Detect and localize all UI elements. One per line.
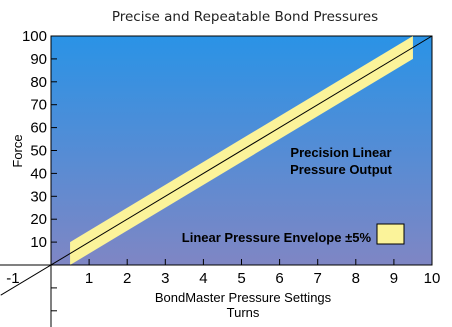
- x-tick-label: 4: [199, 270, 207, 287]
- y-tick-label: 40: [30, 165, 47, 182]
- x-tick-label: -1: [6, 270, 19, 287]
- annotation-line-1: Precision Linear: [290, 145, 391, 160]
- x-tick-label: 5: [237, 270, 245, 287]
- y-tick-label: 10: [30, 234, 47, 251]
- legend-swatch: [376, 223, 405, 245]
- y-tick-label: 20: [30, 211, 47, 228]
- y-tick-label: 70: [30, 97, 47, 114]
- reference-diagonal: [0, 35, 433, 296]
- chart-title: Precise and Repeatable Bond Pressures: [112, 9, 378, 25]
- y-axis-label: Force: [10, 134, 25, 167]
- x-tick-label: 3: [161, 270, 169, 287]
- y-tick-label: 30: [30, 188, 47, 205]
- y-tick-label: 50: [30, 143, 47, 160]
- x-tick-label: 2: [123, 270, 131, 287]
- annotation-line-2: Pressure Output: [290, 162, 393, 177]
- x-tick-label: 9: [390, 270, 398, 287]
- x-axis-sublabel: Turns: [227, 305, 260, 320]
- x-tick-label: 6: [275, 270, 283, 287]
- x-tick-label: 8: [352, 270, 360, 287]
- x-tick-label: 7: [314, 270, 322, 287]
- y-tick-label: 90: [30, 51, 47, 68]
- y-tick-label: 80: [30, 74, 47, 91]
- x-tick-label: 10: [424, 270, 441, 287]
- legend-label: Linear Pressure Envelope ±5%: [182, 230, 372, 245]
- y-tick-label: 60: [30, 120, 47, 137]
- x-tick-label: 1: [85, 270, 93, 287]
- y-tick-label: 100: [22, 28, 47, 45]
- x-axis-label: BondMaster Pressure Settings: [155, 290, 332, 305]
